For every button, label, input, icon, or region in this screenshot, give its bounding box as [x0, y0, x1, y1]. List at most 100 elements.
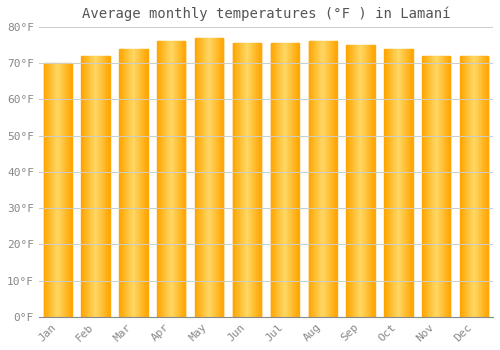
Bar: [220, 38, 221, 317]
Bar: [283, 43, 284, 317]
Bar: [102, 56, 103, 317]
Bar: [172, 41, 173, 317]
Bar: [142, 49, 143, 317]
Bar: [135, 49, 136, 317]
Bar: [174, 41, 176, 317]
Bar: [461, 56, 462, 317]
Bar: [394, 49, 395, 317]
Bar: [293, 43, 294, 317]
Bar: [259, 43, 260, 317]
Bar: [200, 38, 201, 317]
Bar: [328, 41, 329, 317]
Bar: [126, 49, 127, 317]
Bar: [123, 49, 124, 317]
Bar: [407, 49, 408, 317]
Bar: [280, 43, 281, 317]
Bar: [169, 41, 170, 317]
Bar: [121, 49, 122, 317]
Bar: [176, 41, 177, 317]
Bar: [442, 56, 443, 317]
Bar: [95, 56, 96, 317]
Bar: [336, 41, 337, 317]
Bar: [214, 38, 215, 317]
Bar: [352, 45, 353, 317]
Bar: [208, 38, 209, 317]
Bar: [66, 63, 67, 317]
Bar: [279, 43, 280, 317]
Bar: [439, 56, 440, 317]
Bar: [476, 56, 477, 317]
Bar: [363, 45, 364, 317]
Bar: [258, 43, 259, 317]
Bar: [399, 49, 400, 317]
Bar: [63, 63, 64, 317]
Bar: [350, 45, 351, 317]
Bar: [219, 38, 220, 317]
Bar: [252, 43, 253, 317]
Bar: [205, 38, 206, 317]
Bar: [44, 63, 45, 317]
Bar: [321, 41, 322, 317]
Bar: [478, 56, 479, 317]
Bar: [278, 43, 279, 317]
Bar: [70, 63, 71, 317]
Bar: [318, 41, 320, 317]
Bar: [390, 49, 391, 317]
Bar: [58, 63, 59, 317]
Bar: [196, 38, 197, 317]
Bar: [253, 43, 254, 317]
Bar: [470, 56, 472, 317]
Bar: [69, 63, 70, 317]
Bar: [235, 43, 236, 317]
Bar: [481, 56, 482, 317]
Bar: [410, 49, 411, 317]
Bar: [260, 43, 261, 317]
Bar: [198, 38, 199, 317]
Bar: [84, 56, 85, 317]
Bar: [356, 45, 357, 317]
Bar: [251, 43, 252, 317]
Bar: [85, 56, 86, 317]
Bar: [45, 63, 46, 317]
Bar: [324, 41, 325, 317]
Bar: [178, 41, 179, 317]
Bar: [465, 56, 466, 317]
Bar: [388, 49, 389, 317]
Bar: [346, 45, 347, 317]
Bar: [64, 63, 65, 317]
Bar: [104, 56, 105, 317]
Bar: [218, 38, 219, 317]
Bar: [124, 49, 125, 317]
Bar: [209, 38, 210, 317]
Bar: [477, 56, 478, 317]
Bar: [275, 43, 276, 317]
Bar: [182, 41, 183, 317]
Bar: [237, 43, 238, 317]
Bar: [139, 49, 140, 317]
Bar: [136, 49, 137, 317]
Bar: [423, 56, 424, 317]
Bar: [433, 56, 434, 317]
Bar: [140, 49, 141, 317]
Bar: [141, 49, 142, 317]
Bar: [371, 45, 372, 317]
Bar: [443, 56, 444, 317]
Bar: [315, 41, 316, 317]
Bar: [434, 56, 435, 317]
Bar: [277, 43, 278, 317]
Bar: [167, 41, 168, 317]
Bar: [480, 56, 481, 317]
Bar: [404, 49, 405, 317]
Bar: [468, 56, 469, 317]
Bar: [469, 56, 470, 317]
Bar: [445, 56, 446, 317]
Bar: [291, 43, 292, 317]
Bar: [361, 45, 362, 317]
Bar: [429, 56, 430, 317]
Bar: [68, 63, 69, 317]
Bar: [132, 49, 133, 317]
Bar: [332, 41, 333, 317]
Bar: [297, 43, 298, 317]
Bar: [273, 43, 274, 317]
Bar: [398, 49, 399, 317]
